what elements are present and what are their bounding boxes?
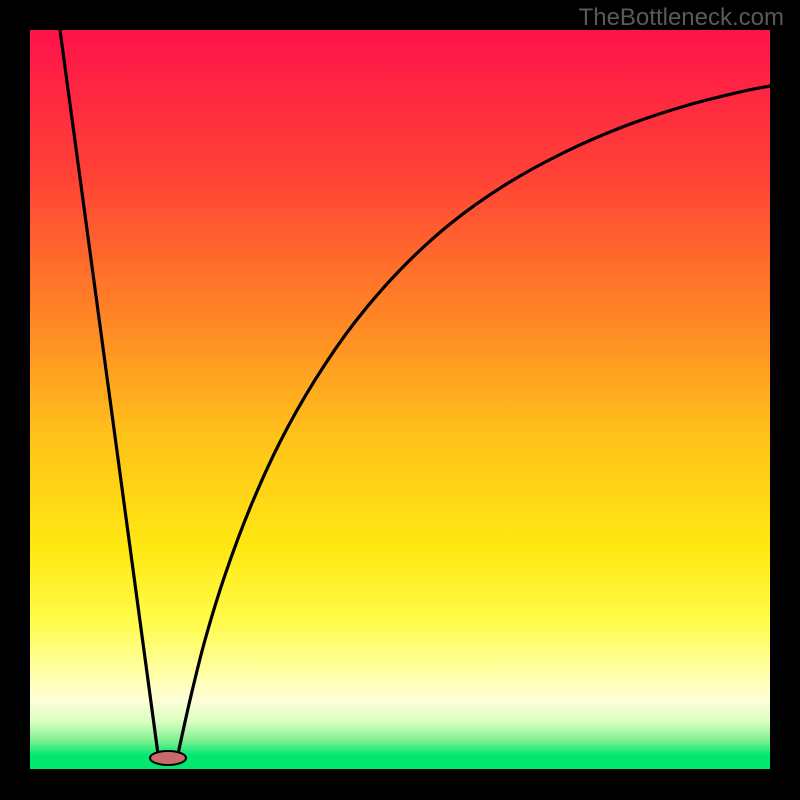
bottleneck-chart [0, 0, 800, 800]
watermark-text: TheBottleneck.com [579, 4, 784, 32]
chart-container: TheBottleneck.com [0, 0, 800, 800]
